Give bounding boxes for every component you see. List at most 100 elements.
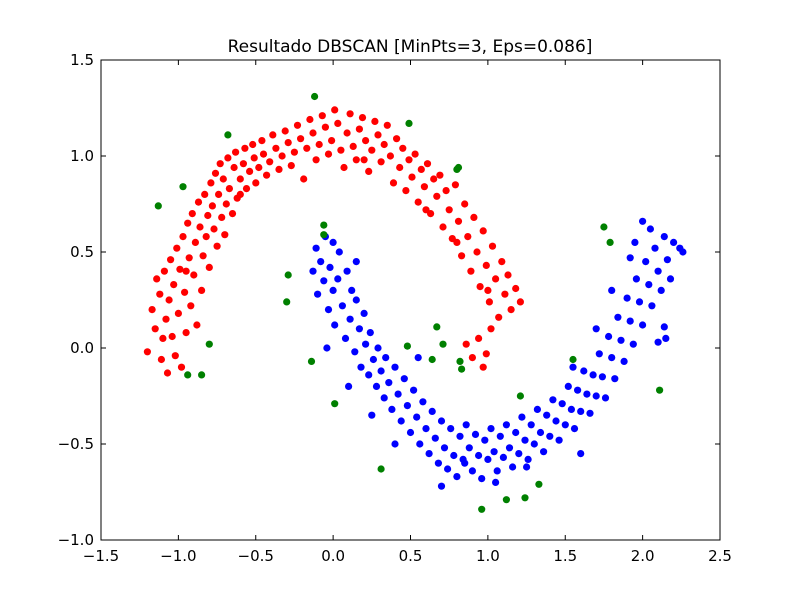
scatter-point-s0-95 (355, 125, 363, 133)
scatter-point-s1-69 (502, 421, 510, 429)
scatter-point-s1-16 (348, 286, 356, 294)
scatter-point-s0-151 (462, 340, 470, 348)
scatter-point-s0-123 (442, 187, 450, 195)
scatter-point-s1-125 (679, 248, 687, 256)
y-tick-label: 0.0 (70, 339, 94, 357)
scatter-point-s1-36 (400, 375, 408, 383)
scatter-point-s0-26 (190, 271, 198, 279)
scatter-point-s0-27 (191, 238, 199, 246)
scatter-point-s1-70 (505, 444, 514, 452)
scatter-point-s0-93 (349, 142, 357, 150)
scatter-point-s0-82 (315, 140, 323, 149)
scatter-point-s1-112 (635, 298, 644, 306)
scatter-point-s0-57 (242, 185, 251, 193)
y-tick-label: 1.0 (70, 147, 94, 165)
scatter-point-s1-100 (598, 373, 607, 381)
x-tick-label: −1.0 (160, 547, 196, 565)
scatter-point-s0-109 (399, 144, 407, 152)
scatter-point-s1-11 (335, 248, 343, 256)
scatter-point-s1-107 (620, 357, 628, 365)
scatter-point-s1-77 (527, 421, 535, 429)
scatter-point-s1-32 (388, 405, 396, 413)
scatter-point-s1-9 (331, 321, 339, 329)
scatter-point-s0-81 (312, 156, 320, 164)
scatter-point-s0-4 (156, 290, 164, 298)
scatter-point-s0-2 (151, 325, 159, 333)
scatter-point-s1-76 (524, 455, 532, 463)
scatter-point-s0-140 (495, 313, 503, 321)
scatter-point-s1-104 (611, 375, 619, 383)
scatter-point-s1-123 (670, 238, 678, 246)
scatter-point-s0-64 (259, 150, 268, 158)
scatter-point-s1-139 (368, 411, 376, 419)
scatter-point-s1-113 (639, 321, 647, 329)
scatter-point-s1-25 (369, 355, 377, 364)
scatter-point-s1-127 (654, 338, 662, 346)
scatter-point-s1-50 (444, 465, 452, 473)
scatter-point-s1-45 (428, 407, 436, 415)
scatter-point-s0-41 (213, 242, 221, 250)
scatter-point-s0-66 (266, 158, 274, 166)
scatter-point-s2-24 (516, 392, 525, 400)
scatter-point-s2-22 (569, 355, 577, 364)
scatter-point-s1-57 (465, 444, 473, 452)
scatter-point-s0-1 (148, 306, 156, 314)
scatter-point-s0-62 (255, 163, 263, 172)
scatter-point-s0-114 (414, 198, 422, 206)
scatter-point-s0-85 (324, 150, 333, 158)
scatter-point-s0-102 (377, 158, 385, 166)
scatter-point-s0-144 (507, 306, 515, 314)
scatter-point-s1-90 (567, 405, 576, 413)
scatter-point-s0-72 (284, 139, 292, 147)
scatter-point-s2-23 (307, 357, 316, 365)
scatter-point-s1-82 (543, 411, 551, 419)
x-tick-label: 2.0 (631, 547, 655, 565)
scatter-point-s1-53 (453, 473, 461, 481)
scatter-point-s0-36 (205, 263, 213, 271)
scatter-point-s2-8 (320, 231, 328, 239)
scatter-point-s1-8 (329, 286, 337, 294)
scatter-point-s0-80 (309, 129, 317, 137)
scatter-point-s1-18 (352, 296, 360, 304)
scatter-point-s1-40 (413, 413, 421, 421)
scatter-point-s0-47 (222, 200, 230, 208)
scatter-point-s0-10 (165, 296, 173, 304)
scatter-point-s0-44 (218, 213, 226, 221)
scatter-point-s0-70 (278, 152, 286, 160)
scatter-point-s0-132 (470, 213, 478, 221)
scatter-point-s1-80 (536, 428, 545, 437)
scatter-point-s2-29 (521, 494, 529, 502)
scatter-point-s1-142 (329, 238, 337, 246)
scatter-point-s0-71 (281, 127, 289, 135)
scatter-point-s1-68 (499, 453, 507, 461)
scatter-point-s0-12 (168, 332, 176, 341)
scatter-point-s1-37 (403, 402, 411, 410)
scatter-point-s1-111 (632, 275, 641, 283)
scatter-point-s2-26 (656, 386, 664, 394)
scatter-point-s0-83 (318, 112, 326, 120)
scatter-point-s0-25 (188, 210, 196, 218)
scatter-point-s0-138 (488, 242, 497, 250)
scatter-point-s0-51 (230, 163, 238, 172)
scatter-point-s0-133 (473, 248, 481, 256)
scatter-point-s1-117 (651, 244, 659, 252)
scatter-point-s1-56 (462, 421, 470, 429)
scatter-point-s2-12 (283, 298, 291, 306)
scatter-point-s1-20 (357, 363, 365, 371)
scatter-point-s1-46 (431, 434, 439, 442)
scatter-point-s0-115 (417, 165, 425, 173)
scatter-point-s1-92 (574, 386, 582, 394)
scatter-point-s1-81 (540, 448, 548, 456)
scatter-point-s2-30 (502, 496, 510, 504)
scatter-point-s0-122 (439, 223, 447, 231)
scatter-point-s0-76 (297, 135, 305, 143)
scatter-point-s1-2 (314, 290, 322, 298)
scatter-point-s1-93 (577, 407, 585, 415)
scatter-point-s1-12 (338, 302, 346, 310)
scatter-point-s2-14 (439, 340, 447, 348)
scatter-point-s0-112 (408, 173, 416, 181)
scatter-point-s0-105 (386, 152, 394, 160)
scatter-point-s0-56 (241, 144, 249, 152)
scatter-point-s0-33 (201, 190, 209, 198)
scatter-point-s2-5 (179, 183, 187, 191)
